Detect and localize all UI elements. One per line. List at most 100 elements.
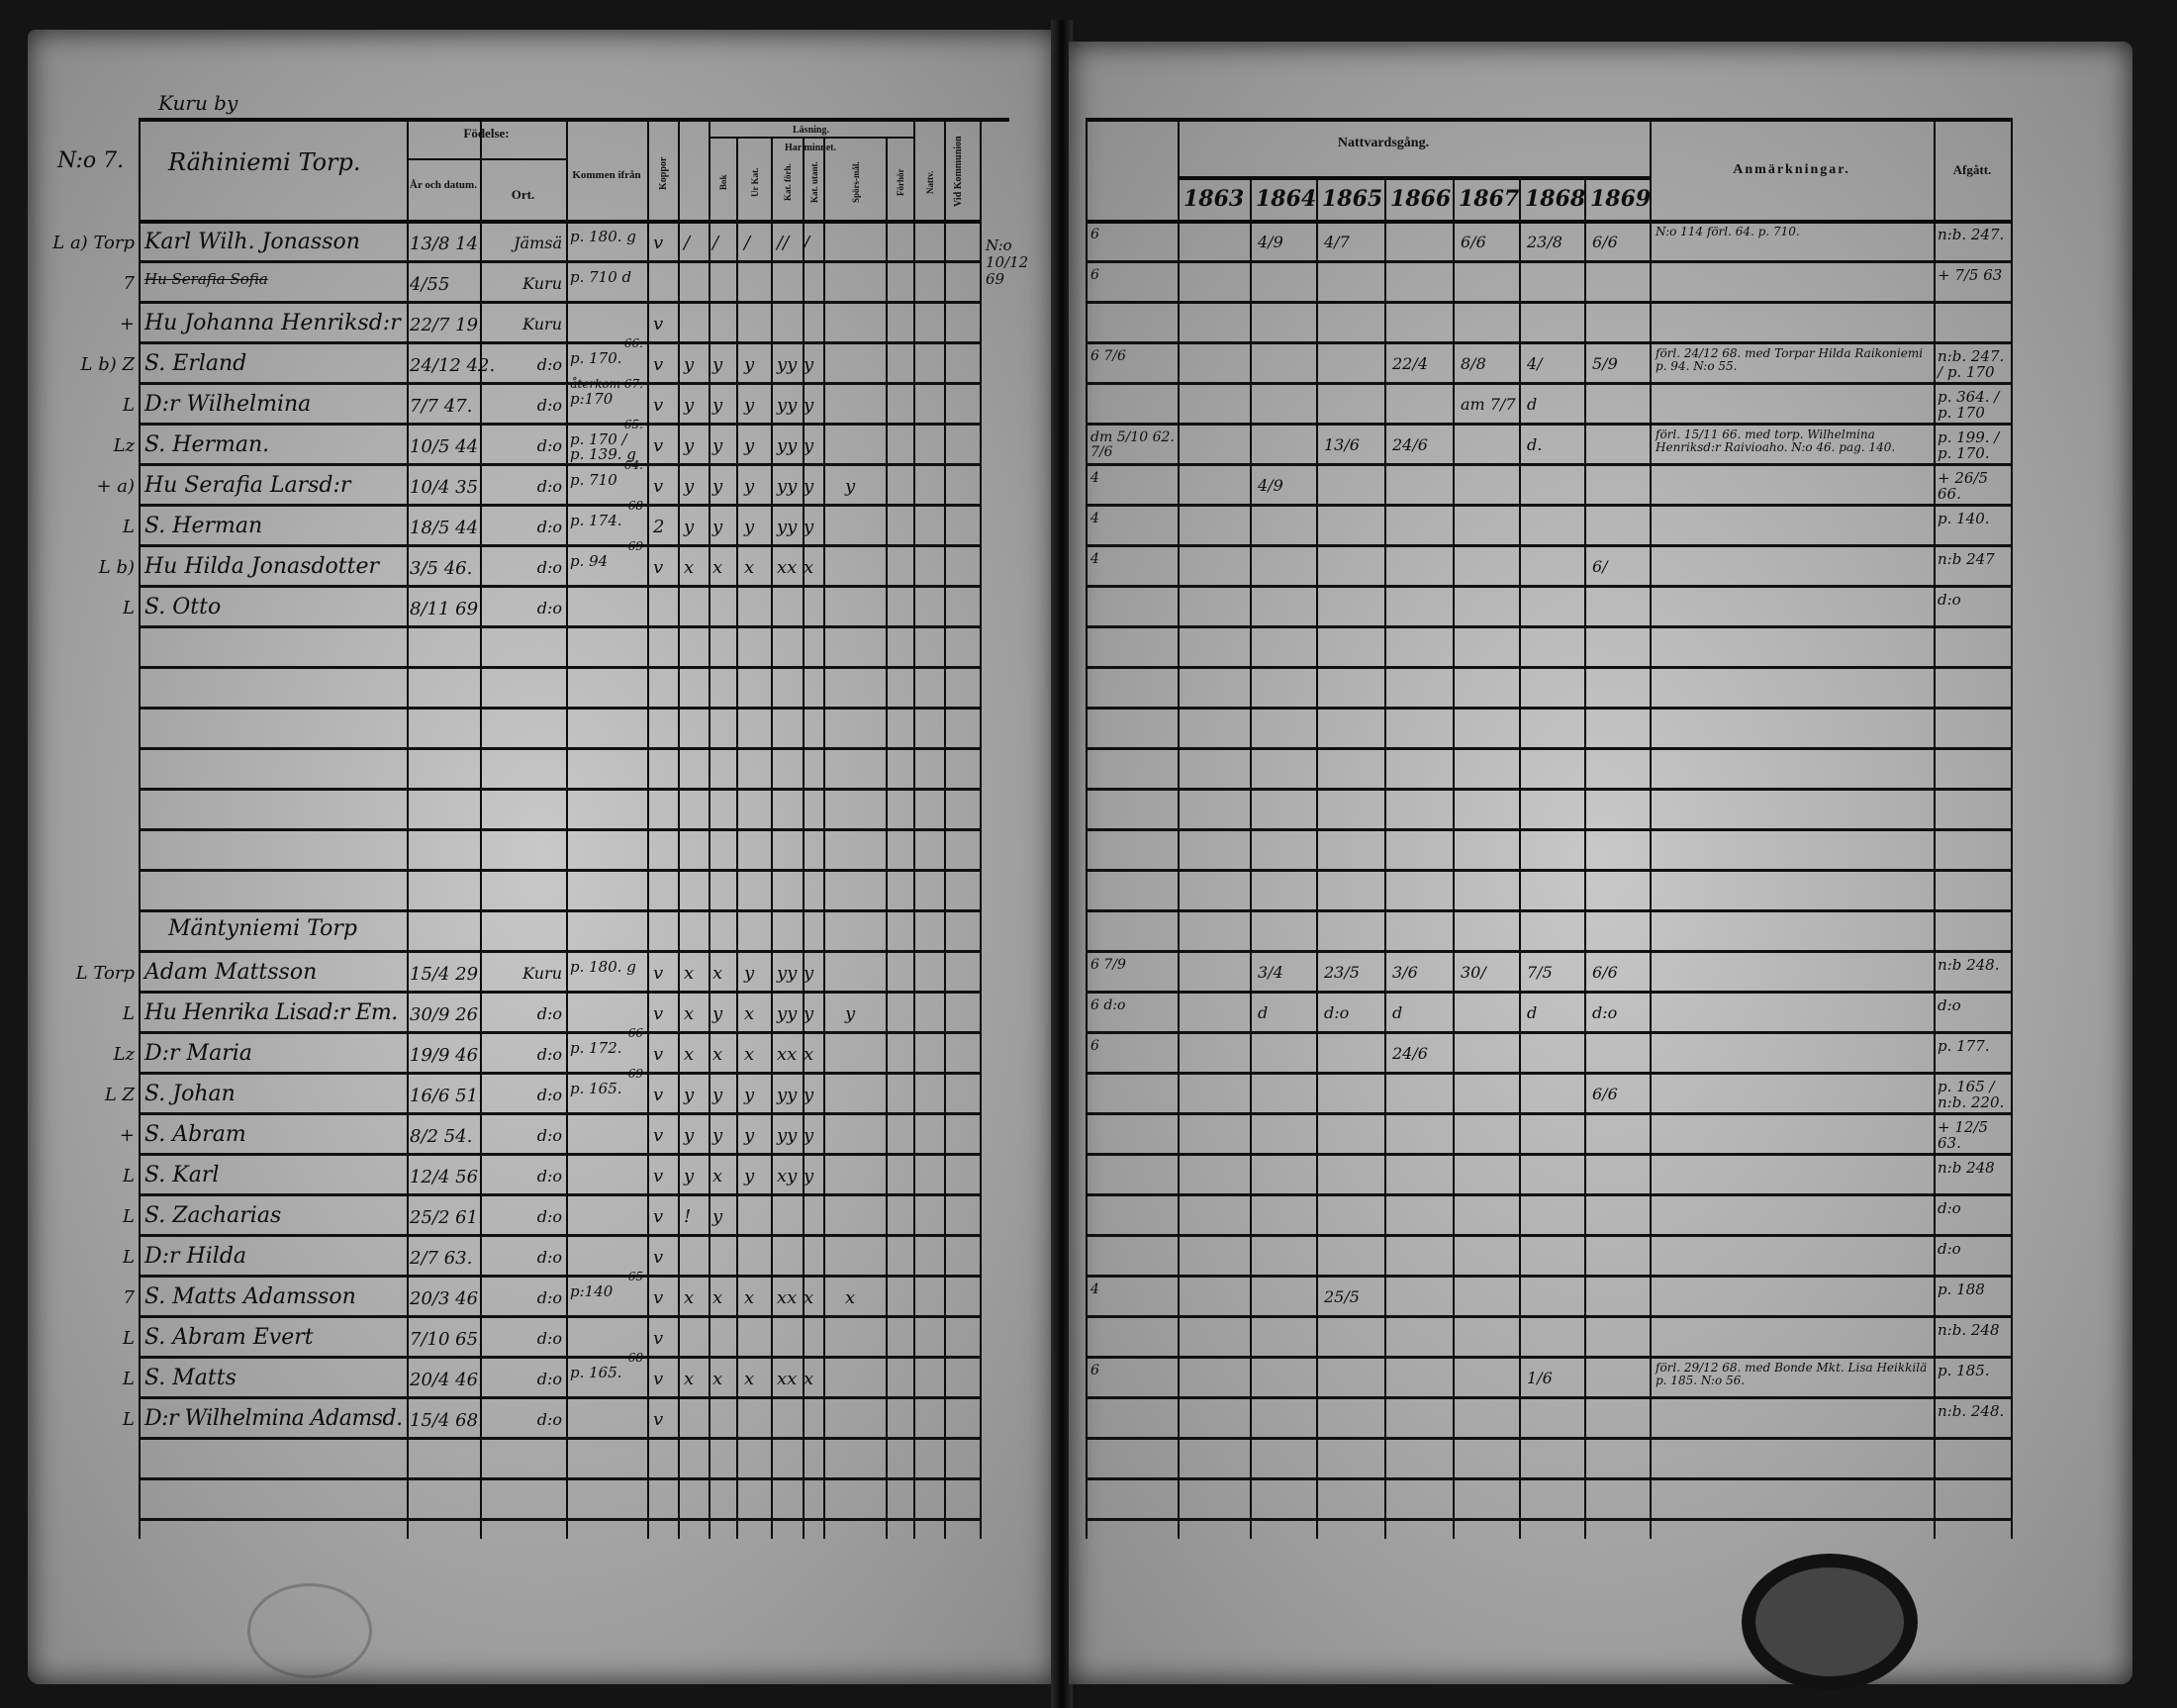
left-column-rule <box>407 118 409 1539</box>
birth-place: d:o <box>536 436 562 455</box>
communion-date: 25/5 <box>1324 1287 1360 1306</box>
birth-place: d:o <box>536 1086 562 1104</box>
came-from-year: 65 <box>627 1270 643 1283</box>
reading-mark: v <box>653 1166 664 1186</box>
header-remarks: Anmärkningar. <box>1733 162 1850 177</box>
came-from-year: återkom 67. <box>570 377 643 391</box>
reading-mark: ! <box>684 1206 692 1227</box>
birth-rule <box>407 158 566 160</box>
birth-date: 3/5 46. <box>410 558 473 579</box>
came-from: p:140 <box>570 1282 614 1300</box>
margin-note: L <box>123 1328 135 1349</box>
knowledge-mark: 4 <box>1090 470 1099 486</box>
margin-note: L b) Z <box>80 354 135 375</box>
left-column-rule <box>709 118 710 1539</box>
left-column-rule <box>566 118 568 1539</box>
birth-date: 22/7 19. <box>410 315 484 335</box>
person-name: S. Abram <box>144 1122 246 1147</box>
reading-mark: y <box>804 395 814 416</box>
communion-date: 23/5 <box>1324 963 1360 982</box>
reading-mark: y <box>712 476 723 497</box>
header-reading-subcol: Spörs-mål. <box>850 161 861 203</box>
right-row-lines <box>1086 223 2011 1521</box>
header-came-from: Kommen ifrån <box>572 169 641 181</box>
person-name: Adam Mattsson <box>144 960 318 985</box>
reading-mark: yy <box>777 354 798 375</box>
reading-mark: y <box>712 1206 723 1227</box>
reading-mark: y <box>712 1125 723 1146</box>
reading-mark: x <box>712 963 723 984</box>
header-communion: Vid Kommunion <box>953 136 964 207</box>
reading-mark: x <box>804 1044 814 1065</box>
departed-note: p. 364. / p. 170 <box>1938 388 2000 422</box>
birth-place: d:o <box>536 1329 562 1348</box>
header-birth: Födelse: <box>463 126 510 141</box>
reading-mark: / <box>744 233 751 253</box>
communion-date: d:o <box>1324 1003 1350 1022</box>
reading-mark: yy <box>777 1085 798 1105</box>
came-from: p. 180. g <box>570 958 636 976</box>
came-from: p. 172. <box>570 1039 622 1057</box>
reading-mark: v <box>653 963 664 984</box>
reading-mark: y <box>684 517 695 537</box>
margin-note: L <box>123 598 135 618</box>
left-column-rule <box>139 118 141 1539</box>
header-place: Ort. <box>511 187 535 202</box>
departed-note: p. 185. <box>1938 1362 1990 1379</box>
communion-date: am 7/7 <box>1461 395 1516 414</box>
reading-mark: y <box>684 354 695 375</box>
knowledge-mark: 4 <box>1090 1281 1099 1297</box>
birth-place: Kuru <box>522 274 562 293</box>
margin-note: L <box>123 395 135 416</box>
reading-mark: y <box>712 1003 723 1024</box>
person-name: S. Matts Adamsson <box>144 1284 356 1309</box>
reading-mark: yy <box>777 395 798 416</box>
reading-mark: x <box>744 557 755 578</box>
reading-mark: y <box>804 354 814 375</box>
came-from-year: 66 <box>627 1026 643 1040</box>
person-name: Hu Serafia Larsd:r <box>144 473 351 498</box>
person-name: Hu Hilda Jonasdotter <box>144 554 379 579</box>
village-label: Kuru by <box>158 91 238 115</box>
birth-date: 15/4 68. <box>410 1410 484 1431</box>
communion-date: d <box>1527 1003 1538 1022</box>
left-header-rule <box>139 220 980 224</box>
birth-date: 12/4 56. <box>410 1167 484 1187</box>
reading-mark: y <box>804 476 814 497</box>
header-reading-subcol: Nattv. <box>924 170 935 194</box>
reading-mark: yy <box>777 476 798 497</box>
communion-date: 6/6 <box>1592 963 1618 982</box>
reading-mark: y <box>744 476 755 497</box>
margin-note: L <box>123 1409 135 1430</box>
person-name: S. Otto <box>144 595 222 619</box>
header-year: 1864 <box>1256 186 1317 212</box>
birth-place: d:o <box>536 355 562 374</box>
header-year: 1866 <box>1390 186 1452 212</box>
remark: förl. 29/12 68. med Bonde Mkt. Lisa Heik… <box>1656 1361 1928 1387</box>
communion-date: 8/8 <box>1461 354 1486 373</box>
reading-mark: y <box>744 963 755 984</box>
header-reading-subcol: Förhör <box>896 168 905 196</box>
reading-mark: v <box>653 1247 664 1268</box>
margin-note: L <box>123 1247 135 1268</box>
reading-mark: x <box>712 1166 723 1186</box>
reading-mark: y <box>684 435 695 456</box>
header-year: 1865 <box>1322 186 1383 212</box>
reading-mark: y <box>712 395 723 416</box>
book-gutter <box>1051 20 1073 1708</box>
header-reading-subcol: Bok <box>718 174 728 190</box>
reading-mark: / <box>712 233 719 253</box>
reading-mark: x <box>804 1287 814 1308</box>
left-column-rule <box>944 118 946 1539</box>
birth-date: 24/12 42. <box>410 355 496 376</box>
reading-mark: y <box>804 435 814 456</box>
birth-place: d:o <box>536 477 562 496</box>
person-name: D:r Wilhelmina Adamsd. <box>144 1406 403 1431</box>
left-top-rule <box>139 118 1009 122</box>
came-from: p. 710 <box>570 471 617 489</box>
reading-mark: y <box>804 1085 814 1105</box>
reading-mark: v <box>653 395 664 416</box>
departed-note: n:b. 247. <box>1938 226 2005 243</box>
reading-mark: yy <box>777 1003 798 1024</box>
margin-note: L Torp <box>75 963 135 984</box>
